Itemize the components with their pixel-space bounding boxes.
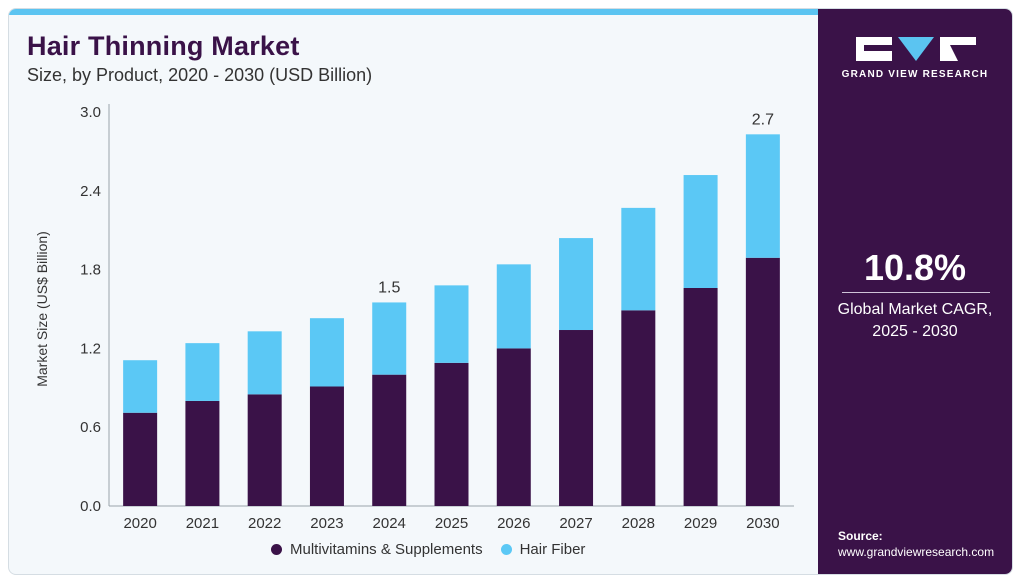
chart-card: Hair Thinning Market Size, by Product, 2… [8,8,1013,575]
x-tick-label: 2025 [435,515,468,532]
y-tick-label: 3.0 [80,104,101,121]
x-tick-label: 2030 [746,515,779,532]
bar-multivitamins [309,386,344,506]
y-tick-label: 2.4 [80,183,101,200]
legend-swatch-multivitamins [271,544,282,555]
bar-multivitamins [559,330,594,506]
bar-multivitamins [247,394,282,506]
bar-multivitamins [434,362,469,506]
cagr-label-line1: Global Market CAGR, [837,301,993,318]
y-tick-label: 1.8 [80,262,101,279]
bar-multivitamins [185,400,220,506]
y-tick-label: 1.2 [80,340,101,357]
data-label: 1.5 [378,279,400,296]
legend-item-hair-fiber: Hair Fiber [500,541,586,558]
legend-swatch-hair-fiber [500,544,512,555]
legend-label-hair-fiber: Hair Fiber [519,541,586,558]
cagr-divider [842,292,990,293]
bar-hair-fiber [745,134,780,258]
bar-hair-fiber [247,331,282,395]
x-tick-label: 2021 [186,515,219,532]
bar-multivitamins [496,348,531,506]
x-tick-label: 2024 [373,515,406,532]
source-link[interactable]: www.grandviewresearch.com [838,545,995,559]
bar-hair-fiber [434,285,469,363]
x-tick-label: 2022 [248,515,281,532]
bar-hair-fiber [496,264,531,349]
data-label: 2.7 [752,111,774,128]
bar-multivitamins [683,287,718,506]
legend: Multivitamins & Supplements Hair Fiber [271,541,585,558]
bar-hair-fiber [372,302,407,375]
y-tick-label: 0.0 [80,498,101,515]
bar-multivitamins [123,412,158,506]
cagr-label: Global Market CAGR, 2025 - 2030 [818,299,1012,343]
bar-hair-fiber [185,343,220,401]
x-tick-label: 2028 [622,515,655,532]
brand-name: GRAND VIEW RESEARCH [841,69,989,80]
x-tick-label: 2026 [497,515,530,532]
bar-hair-fiber [621,207,656,311]
bar-hair-fiber [683,175,718,288]
bar-hair-fiber [123,360,158,413]
cagr-value: 10.8% [863,247,967,288]
chart-subtitle: Size, by Product, 2020 - 2030 (USD Billi… [27,65,373,85]
gvr-logo [856,37,976,61]
x-tick-label: 2023 [310,515,343,532]
legend-item-multivitamins: Multivitamins & Supplements [271,541,483,558]
bar-multivitamins [745,257,780,506]
x-tick-label: 2029 [684,515,717,532]
cagr-label-line2: 2025 - 2030 [872,323,958,340]
x-tick-label: 2020 [123,515,156,532]
bar-hair-fiber [559,238,594,331]
y-axis-label: Market Size (US$ Billion) [34,231,50,387]
bar-hair-fiber [309,318,344,387]
sidebar: GRAND VIEW RESEARCH 10.8% Global Market … [818,9,1012,574]
accent-bar [9,9,818,15]
bar-chart: 0.0 0.6 1.2 1.8 2.4 3.0 Market Size (US$ Billi… [34,104,794,532]
legend-label-multivitamins: Multivitamins & Supplements [290,541,483,558]
y-tick-label: 0.6 [80,419,101,436]
x-tick-label: 2027 [559,515,592,532]
source-label: Source: [838,529,883,543]
bar-multivitamins [372,374,407,506]
chart-title: Hair Thinning Market [27,31,300,61]
bar-multivitamins [621,310,656,506]
